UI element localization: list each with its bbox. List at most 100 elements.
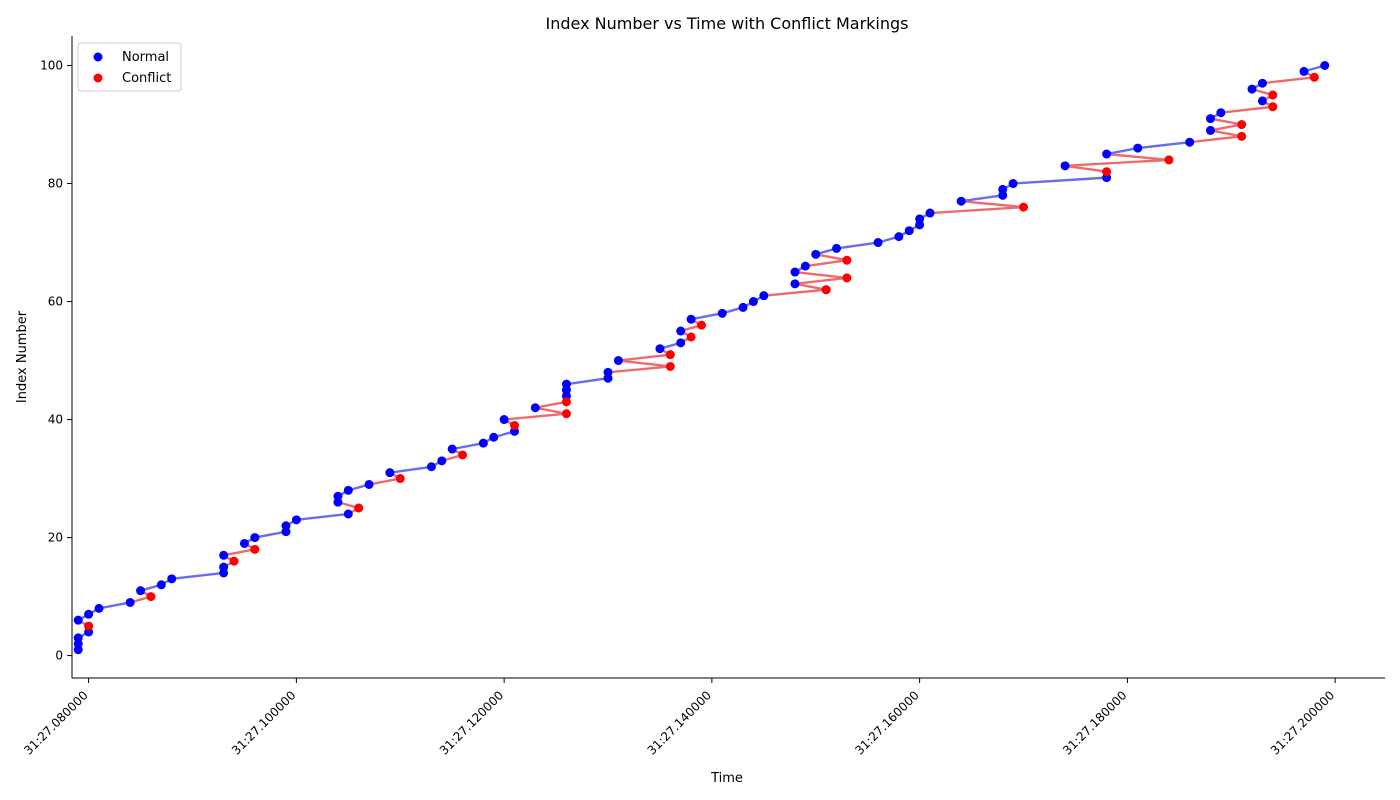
normal-point <box>800 261 810 271</box>
legend: Normal Conflict <box>77 42 182 92</box>
conflict-point <box>1237 120 1247 130</box>
x-tick-label: 31:27.200000 <box>1268 688 1337 757</box>
normal-point <box>1320 61 1330 71</box>
conflict-segment <box>502 412 568 421</box>
normal-point <box>894 232 904 242</box>
normal-segment <box>689 312 724 321</box>
normal-point <box>447 444 457 454</box>
conflict-segment <box>534 400 568 409</box>
normal-segment <box>1136 141 1191 150</box>
conflict-segment <box>1105 152 1171 162</box>
x-tick-label: 31:27.140000 <box>645 688 714 757</box>
y-tick-label: 40 <box>48 413 63 427</box>
data-points <box>73 61 1330 655</box>
normal-point <box>686 314 696 324</box>
normal-point <box>925 208 935 218</box>
conflict-segment <box>367 477 402 486</box>
x-axis-label: Time <box>710 771 743 786</box>
x-tick-label: 31:27.100000 <box>229 688 298 757</box>
normal-point <box>1133 143 1143 153</box>
normal-segment <box>1011 176 1108 185</box>
normal-point <box>291 515 301 525</box>
conflict-point <box>458 450 468 460</box>
conflict-segment <box>1209 117 1243 126</box>
normal-point <box>84 609 94 619</box>
y-tick-label: 0 <box>55 649 63 663</box>
conflict-point <box>686 332 696 342</box>
conflict-point <box>665 350 675 360</box>
conflict-segment <box>1188 135 1243 144</box>
y-axis-label: Index Number <box>15 310 30 403</box>
normal-point <box>738 302 748 312</box>
legend-label-conflict: Conflict <box>122 71 171 86</box>
conflict-segment <box>762 288 828 297</box>
conflict-segment <box>959 200 1025 209</box>
legend-marker-normal <box>93 52 103 62</box>
conflict-point <box>696 320 706 330</box>
normal-point <box>998 184 1008 194</box>
normal-point <box>832 243 842 253</box>
conflict-point <box>561 409 571 419</box>
legend-frame <box>77 42 182 92</box>
normal-point <box>156 580 166 590</box>
conflict-point <box>1268 90 1278 100</box>
normal-point <box>1008 179 1018 189</box>
normal-point <box>811 249 821 259</box>
y-tick-label: 20 <box>48 531 63 545</box>
conflict-segment <box>606 365 672 374</box>
normal-point <box>281 521 291 531</box>
normal-segment <box>565 377 610 386</box>
normal-point <box>655 344 665 354</box>
conflict-point <box>1237 131 1247 141</box>
conflict-point <box>146 592 156 602</box>
normal-segment <box>295 512 350 522</box>
chart-title: Index Number vs Time with Conflict Marki… <box>546 14 909 33</box>
normal-point <box>426 462 436 472</box>
normal-point <box>1257 96 1267 106</box>
legend-label-normal: Normal <box>122 50 169 65</box>
conflict-point <box>842 255 852 265</box>
y-tick-label: 80 <box>48 177 63 191</box>
normal-point <box>1102 149 1112 159</box>
normal-point <box>759 291 769 301</box>
normal-point <box>676 338 686 348</box>
y-tick-label: 60 <box>48 295 63 309</box>
normal-point <box>250 533 260 543</box>
conflict-segment <box>1063 158 1171 168</box>
conflict-point <box>1164 155 1174 165</box>
conflict-segment <box>222 548 257 557</box>
normal-point <box>561 379 571 389</box>
conflict-point <box>561 397 571 407</box>
conflict-point <box>821 285 831 295</box>
conflict-point <box>1102 167 1112 177</box>
normal-point <box>1185 137 1195 147</box>
normal-segment <box>388 465 433 474</box>
normal-point <box>478 438 488 448</box>
conflict-point <box>229 556 239 566</box>
conflict-point <box>250 544 260 554</box>
conflict-point <box>842 273 852 283</box>
normal-point <box>1247 84 1257 94</box>
normal-segment <box>450 441 485 451</box>
normal-point <box>333 491 343 501</box>
conflict-segment <box>534 406 568 415</box>
conflict-point <box>1268 102 1278 112</box>
conflict-point <box>1309 72 1319 82</box>
normal-point <box>1205 125 1215 135</box>
conflict-segment <box>1261 76 1316 85</box>
normal-point <box>717 308 727 318</box>
normal-point <box>73 615 83 625</box>
normal-point <box>219 550 229 560</box>
normal-point <box>437 456 447 466</box>
normal-point <box>125 597 135 607</box>
conflict-segment <box>617 359 672 368</box>
normal-point <box>603 367 613 377</box>
x-tick-label: 31:27.160000 <box>852 688 921 757</box>
x-tick-label: 31:27.120000 <box>437 688 506 757</box>
conflict-point <box>84 621 94 631</box>
normal-point <box>1257 78 1267 88</box>
conflict-point <box>1019 202 1029 212</box>
normal-segment <box>835 241 880 250</box>
normal-point <box>915 214 925 224</box>
